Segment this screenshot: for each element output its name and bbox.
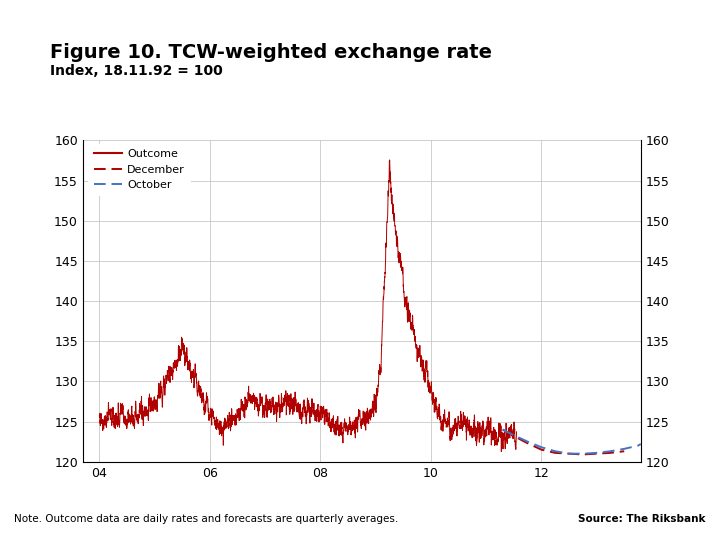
December xyxy=(537,447,546,453)
October xyxy=(510,432,518,438)
December xyxy=(593,450,601,457)
December xyxy=(564,450,573,457)
October xyxy=(498,426,507,433)
Text: Index, 18.11.92 = 100: Index, 18.11.92 = 100 xyxy=(50,64,223,78)
Line: December: December xyxy=(503,429,624,455)
October xyxy=(636,441,645,447)
Outcome xyxy=(385,157,394,163)
Outcome xyxy=(143,411,151,418)
Outcome xyxy=(167,364,176,370)
October xyxy=(523,438,532,445)
Outcome xyxy=(459,414,468,420)
October xyxy=(593,450,601,456)
Outcome xyxy=(95,413,104,419)
October xyxy=(634,442,642,449)
October xyxy=(564,450,573,457)
Text: Source: The Riksbank: Source: The Riksbank xyxy=(578,514,706,524)
Outcome xyxy=(255,404,264,410)
December xyxy=(498,426,507,433)
Legend: Outcome, December, October: Outcome, December, October xyxy=(89,144,191,196)
October xyxy=(606,448,615,455)
Outcome xyxy=(512,429,521,435)
Outcome xyxy=(273,408,282,415)
December xyxy=(578,451,587,458)
December xyxy=(606,450,615,456)
October xyxy=(620,446,629,452)
December xyxy=(523,440,532,447)
Line: October: October xyxy=(503,429,641,454)
December xyxy=(551,450,559,456)
October xyxy=(537,444,546,450)
Outcome xyxy=(497,448,505,455)
October xyxy=(578,450,587,457)
Text: SVERIGES
RIKSBANK: SVERIGES RIKSBANK xyxy=(649,46,686,58)
Text: Figure 10. TCW-weighted exchange rate: Figure 10. TCW-weighted exchange rate xyxy=(50,43,492,62)
Outcome xyxy=(504,429,513,436)
December xyxy=(510,433,518,439)
Line: Outcome: Outcome xyxy=(99,160,516,451)
December xyxy=(620,448,629,455)
Text: Note. Outcome data are daily rates and forecasts are quarterly averages.: Note. Outcome data are daily rates and f… xyxy=(14,514,399,524)
October xyxy=(551,448,559,455)
